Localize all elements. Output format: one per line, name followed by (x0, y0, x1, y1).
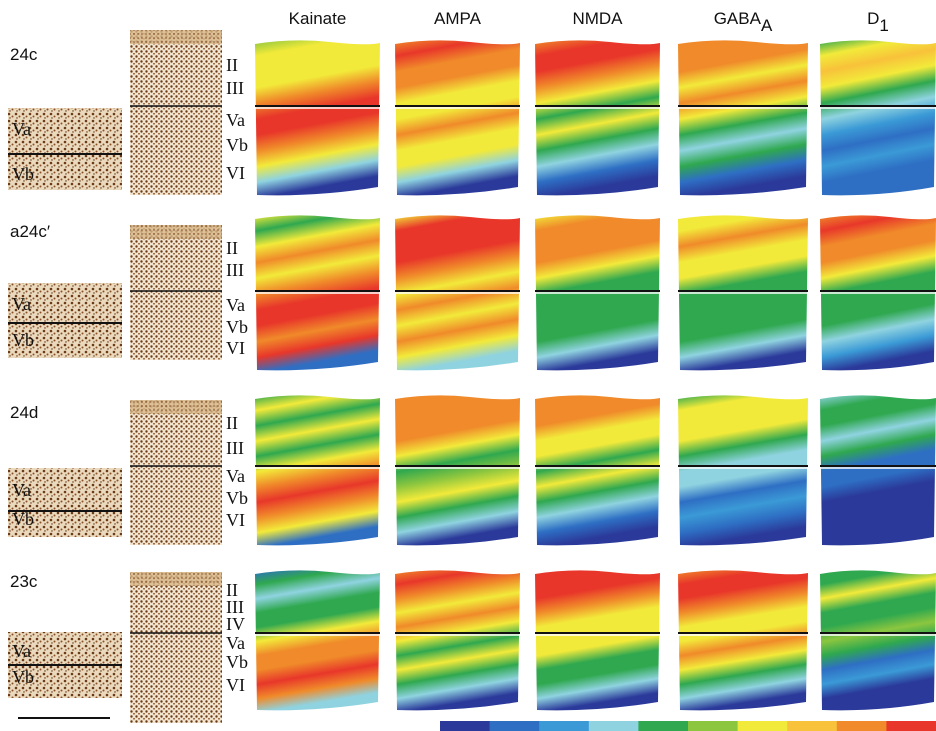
color-scale-swatch (440, 721, 490, 731)
color-scale-swatch (638, 721, 688, 731)
inset-layer-label: Va (12, 480, 31, 500)
color-scale-swatch (688, 721, 738, 731)
receptor-map (678, 40, 808, 195)
layer-label: Va (226, 633, 245, 653)
column-name: GABA (714, 9, 762, 28)
layer-label: III (226, 260, 244, 280)
layer-label: Vb (226, 488, 248, 508)
receptor-map (395, 40, 520, 195)
column-name: AMPA (434, 9, 482, 28)
receptor-map (255, 395, 380, 545)
receptor-map (678, 570, 808, 710)
layer-label: Vb (226, 317, 248, 337)
inset-layer-label: Va (12, 641, 31, 661)
figure: KainateAMPANMDAGABAAD124cVaVbIIIIIVaVbVI… (0, 0, 936, 731)
receptor-map (820, 395, 936, 545)
column-header: Kainate (289, 9, 347, 28)
receptor-map (255, 570, 380, 710)
tissue-section (130, 400, 222, 545)
layer-label: II (226, 55, 238, 75)
column-header: D1 (867, 9, 889, 35)
color-scale-swatch (837, 721, 887, 731)
inset-layer-label: Va (12, 119, 31, 139)
color-scale-swatch (787, 721, 837, 731)
receptor-map (395, 570, 520, 710)
layer-label: III (226, 438, 244, 458)
receptor-map (255, 40, 380, 195)
row-label: 24d (10, 403, 38, 422)
color-scale-swatch (539, 721, 589, 731)
color-scale-swatch (886, 721, 936, 731)
layer-label: Va (226, 466, 245, 486)
layer-label: VI (226, 338, 245, 358)
color-scale-swatch (589, 721, 639, 731)
layer-label: II (226, 413, 238, 433)
layer-label: III (226, 78, 244, 98)
row-label: 24c (10, 45, 38, 64)
column-subscript: 1 (879, 16, 888, 35)
inset-layer-label: Vb (12, 164, 34, 184)
tissue-section (130, 572, 222, 723)
color-scale-swatch (490, 721, 540, 731)
column-header: NMDA (572, 9, 623, 28)
tissue-surface (130, 572, 222, 586)
column-name: Kainate (289, 9, 347, 28)
tissue-surface (130, 30, 222, 44)
tissue-surface (130, 225, 222, 239)
row-label: a24c′ (10, 222, 50, 241)
layer-label: Va (226, 110, 245, 130)
layer-label: Vb (226, 135, 248, 155)
inset-layer-label: Vb (12, 330, 34, 350)
color-scale-swatch (738, 721, 788, 731)
layer-label: VI (226, 510, 245, 530)
tissue-surface (130, 400, 222, 414)
layer-label: IV (226, 614, 245, 634)
receptor-map (678, 395, 808, 545)
receptor-map (535, 395, 660, 545)
layer-label: Va (226, 295, 245, 315)
receptor-map (535, 570, 660, 710)
column-header: GABAA (714, 9, 773, 35)
layer-label: VI (226, 163, 245, 183)
column-name: NMDA (572, 9, 623, 28)
receptor-map (395, 395, 520, 545)
inset-layer-label: Va (12, 294, 31, 314)
layer-label: Vb (226, 652, 248, 672)
receptor-map (535, 40, 660, 195)
layer-label: II (226, 238, 238, 258)
inset-layer-label: Vb (12, 667, 34, 687)
receptor-map (820, 40, 936, 195)
column-subscript: A (761, 16, 773, 35)
tissue-section (130, 30, 222, 195)
tissue-section (130, 225, 222, 360)
inset-layer-label: Vb (12, 509, 34, 529)
receptor-map (820, 570, 936, 710)
column-name: D (867, 9, 879, 28)
row-label: 23c (10, 572, 38, 591)
layer-label: VI (226, 675, 245, 695)
column-header: AMPA (434, 9, 482, 28)
